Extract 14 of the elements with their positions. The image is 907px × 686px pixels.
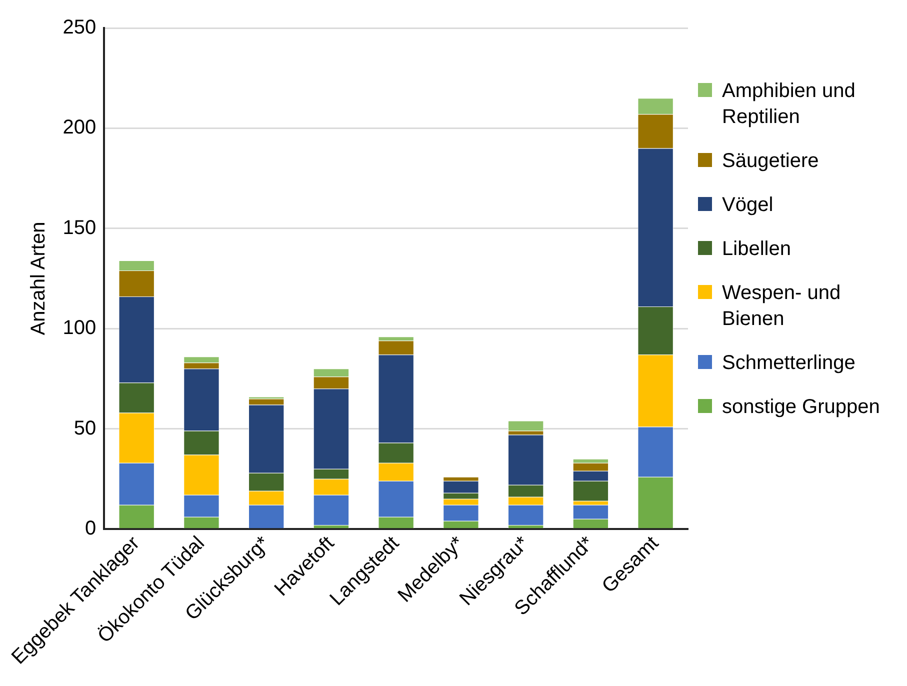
- legend-label: Libellen: [722, 237, 791, 262]
- y-tick-label: 200: [62, 116, 96, 139]
- legend-label: sonstige Gruppen: [722, 395, 880, 420]
- legend-label: Vögel: [722, 193, 774, 218]
- y-tick-label: 100: [62, 317, 96, 340]
- y-tick-label: 50: [74, 417, 96, 440]
- y-tick-label: 0: [85, 517, 96, 540]
- y-tick-label: 150: [62, 216, 96, 239]
- legend-label: Säugetiere: [722, 149, 819, 174]
- legend-label: Schmetterlinge: [722, 351, 856, 376]
- y-axis-title: Anzahl Arten: [27, 222, 50, 336]
- legend-label: Amphibien und Reptilien: [722, 79, 856, 130]
- legend-label: Wespen- und Bienen: [722, 281, 842, 332]
- y-tick-label: 250: [62, 16, 96, 39]
